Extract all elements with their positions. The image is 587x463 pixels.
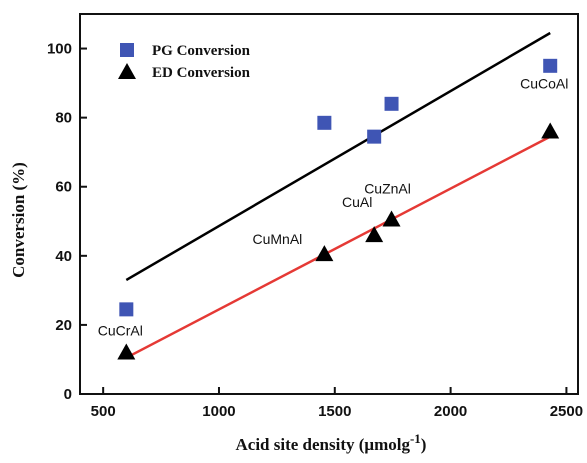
y-axis-label: Conversion (%) — [9, 162, 28, 278]
fit-lines — [125, 31, 551, 359]
y-tick-label: 0 — [64, 386, 72, 403]
point-annotation: CuAl — [342, 194, 372, 210]
y-tick-label: 60 — [55, 179, 72, 196]
data-markers — [117, 58, 560, 360]
x-tick-label: 2500 — [550, 403, 583, 420]
x-tick-label: 1000 — [202, 403, 235, 420]
point-annotation: CuCrAl — [98, 323, 143, 339]
pg-conversion-point — [384, 96, 399, 111]
x-tick-label: 2000 — [434, 403, 467, 420]
plot-area-border — [79, 13, 579, 395]
y-tick-label: 80 — [55, 110, 72, 127]
y-tick-label: 100 — [47, 41, 72, 58]
plot-frame — [79, 13, 579, 395]
x-tick-label: 1500 — [318, 403, 351, 420]
ed-conversion-point — [382, 210, 401, 227]
y-tick-label: 20 — [55, 317, 72, 334]
point-annotation: CuZnAl — [364, 181, 411, 197]
x-axis-label-close: ) — [421, 435, 427, 454]
axis-ticks: 500 1000 1500 2000 2500 0 20 40 60 80 100 — [47, 41, 583, 420]
x-tick-label: 500 — [91, 403, 116, 420]
ed-conversion-point — [315, 245, 334, 262]
ed-conversion-point — [117, 343, 136, 360]
pg-conversion-point — [543, 58, 558, 73]
pg-conversion-point — [119, 302, 134, 317]
x-axis-label-superscript: -1 — [410, 431, 421, 446]
point-annotation: CuMnAl — [252, 231, 302, 247]
legend-label-pg: PG Conversion — [152, 43, 251, 59]
ed-conversion-point — [541, 122, 560, 139]
x-axis-label-main: Acid site density (μmolg — [236, 435, 411, 454]
legend: PG Conversion ED Conversion — [118, 43, 251, 81]
pg-conversion-point — [367, 129, 382, 144]
ed-conversion-point — [365, 226, 384, 243]
legend-label-ed: ED Conversion — [152, 65, 251, 81]
y-tick-label: 40 — [55, 248, 72, 265]
legend-marker-pg — [120, 43, 134, 57]
point-annotation: CuCoAl — [520, 75, 568, 91]
pg-conversion-point — [317, 115, 332, 130]
x-axis-label: Acid site density (μmolg-1) — [236, 431, 427, 454]
fit-line — [125, 31, 551, 282]
legend-marker-ed — [118, 63, 136, 79]
fit-line — [125, 135, 551, 359]
